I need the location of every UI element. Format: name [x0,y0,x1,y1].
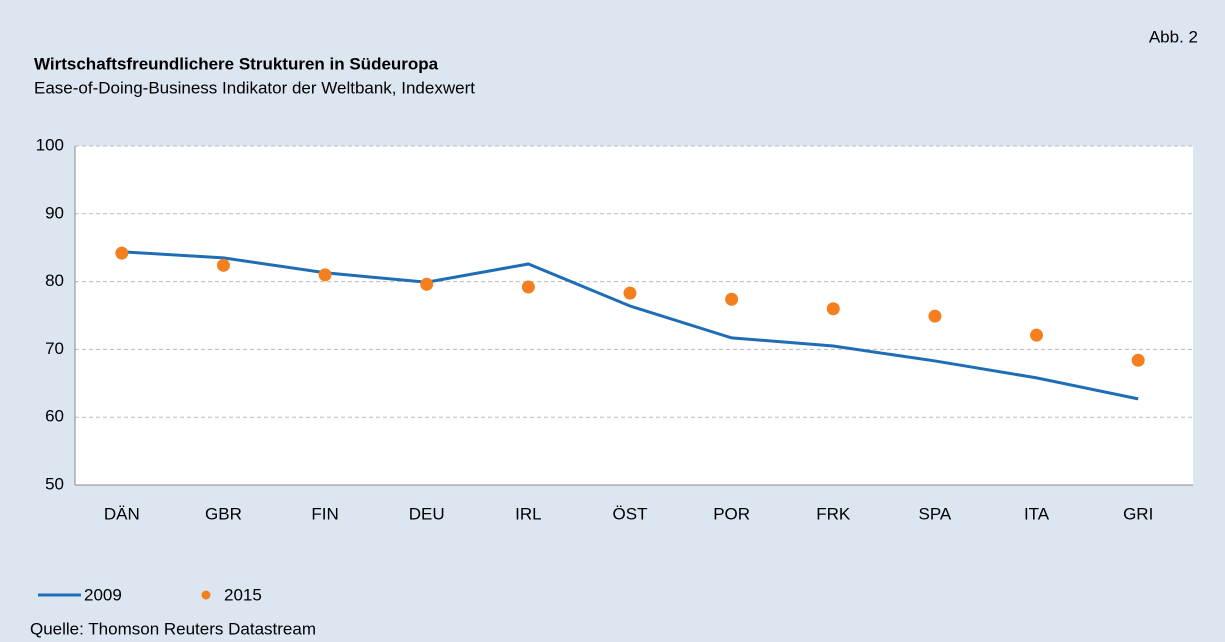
x-tick-label: DEU [409,504,445,523]
source: Quelle: Thomson Reuters Datastream [30,619,316,638]
y-tick-label: 70 [45,339,64,358]
line-2009 [121,250,1139,401]
marker [623,286,637,300]
x-tick-label: FIN [311,504,338,523]
marker [216,258,230,272]
x-tick-label: IRL [515,504,541,523]
chart-subtitle: Ease-of-Doing-Business Indikator der Wel… [34,78,475,97]
marker [521,280,535,294]
plot-area [75,146,1193,485]
x-tick-label: FRK [816,504,851,523]
marker [115,246,129,260]
marker [826,302,840,316]
marker [725,292,739,306]
marker [1030,328,1044,342]
x-tick-label: ÖST [613,504,648,523]
x-tick-label: GBR [205,504,242,523]
chart-title: Wirtschaftsfreundlichere Strukturen in S… [34,54,439,73]
x-tick-label: POR [713,504,750,523]
marker [928,309,942,323]
x-tick-label: GRI [1123,504,1153,523]
legend-swatch [201,590,211,600]
marker [1131,353,1145,367]
y-tick-label: 80 [45,271,64,290]
y-tick-label: 50 [45,474,64,493]
y-tick-label: 90 [45,203,64,222]
marker [318,268,332,282]
x-tick-label: DÄN [104,504,140,523]
legend-label: 2009 [84,585,122,604]
y-tick-label: 100 [36,135,64,154]
x-tick-label: ITA [1024,504,1050,523]
y-tick-label: 60 [45,407,64,426]
legend-label: 2015 [224,585,262,604]
marker [420,277,434,291]
x-tick-label: SPA [919,504,952,523]
figure-number: Abb. 2 [1149,27,1198,46]
